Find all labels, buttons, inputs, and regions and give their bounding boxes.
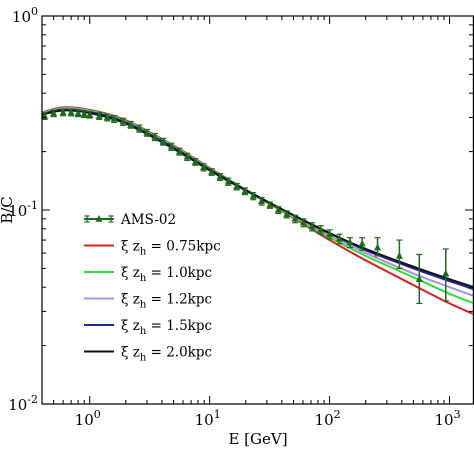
legend-label: AMS-02 <box>120 212 176 228</box>
y-tick-label: 10-2 <box>8 393 38 414</box>
data-point <box>200 163 208 171</box>
legend-label: ξ zh = 0.75kpc <box>121 239 221 258</box>
data-point <box>283 210 291 218</box>
legend-marker <box>95 215 103 222</box>
data-point <box>110 114 118 122</box>
x-axis-label: E [GeV] <box>228 430 287 448</box>
data-point <box>191 157 199 165</box>
data-point <box>274 206 282 213</box>
data-point <box>151 132 159 140</box>
data-point <box>241 187 249 194</box>
data-point <box>119 117 127 125</box>
legend-item: ξ zh = 0.75kpc <box>84 239 221 258</box>
data-point <box>308 222 316 230</box>
data-point <box>103 113 111 121</box>
data-point <box>258 197 266 205</box>
ams02-points <box>42 108 450 305</box>
data-point <box>326 230 334 238</box>
legend-label: ξ zh = 2.0kpc <box>121 345 212 364</box>
legend-label: ξ zh = 1.0kpc <box>121 265 212 284</box>
x-tick-label: 103 <box>434 408 460 429</box>
data-point <box>299 218 307 226</box>
data-point <box>74 109 82 117</box>
data-point <box>216 172 224 180</box>
data-point <box>266 201 274 208</box>
data-point <box>183 152 191 160</box>
legend-label: ξ zh = 1.2kpc <box>121 292 212 311</box>
x-tick-label: 102 <box>315 408 341 429</box>
data-point <box>143 128 151 136</box>
data-point <box>442 269 450 277</box>
data-point <box>50 109 58 117</box>
data-point <box>127 120 135 128</box>
series-line-4 <box>42 108 474 291</box>
legend-item: AMS-02 <box>84 212 176 228</box>
data-point <box>374 243 382 251</box>
data-point <box>291 214 299 222</box>
series-layer <box>42 106 474 316</box>
legend-item: ξ zh = 2.0kpc <box>84 345 212 364</box>
data-point <box>135 124 143 132</box>
data-point <box>95 112 103 119</box>
data-point <box>346 238 354 246</box>
data-point <box>358 239 366 247</box>
data-point <box>159 137 167 145</box>
data-point <box>67 108 75 116</box>
data-point <box>336 234 344 242</box>
data-point <box>167 142 175 150</box>
series-line-5 <box>42 109 474 289</box>
y-tick-label: 10-1 <box>8 199 38 220</box>
series-line-3 <box>42 107 474 298</box>
series-line-1 <box>42 106 474 316</box>
x-tick-label: 101 <box>195 408 221 429</box>
data-point <box>224 177 232 185</box>
data-point <box>175 147 183 155</box>
series-line-2 <box>42 107 474 305</box>
y-tick-label: 100 <box>12 5 38 26</box>
ticks-layer: 100 101 102 103 10-2 10-1 100 <box>8 5 473 429</box>
legend-item: ξ zh = 1.0kpc <box>84 265 212 284</box>
y-axis-label: B/C <box>0 196 16 224</box>
data-point <box>415 275 423 282</box>
plot-frame <box>41 15 474 405</box>
data-point <box>59 108 67 116</box>
legend: AMS-02 ξ zh = 0.75kpc ξ zh = 1.0kpc ξ zh = … <box>84 212 221 364</box>
data-point <box>395 251 403 259</box>
data-point <box>80 110 88 117</box>
data-point <box>208 167 216 175</box>
x-tick-label: 100 <box>75 408 101 429</box>
data-point <box>317 225 325 233</box>
data-point <box>249 192 257 199</box>
legend-item: ξ zh = 1.2kpc <box>84 292 212 311</box>
data-point <box>233 182 241 190</box>
legend-label: ξ zh = 1.5kpc <box>121 318 212 337</box>
legend-item: ξ zh = 1.5kpc <box>84 318 212 337</box>
data-point <box>86 110 94 118</box>
